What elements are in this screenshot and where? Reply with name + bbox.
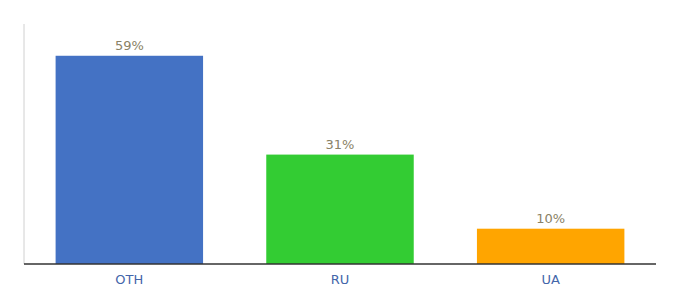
x-tick-label: OTH <box>115 272 143 287</box>
data-labels: 59% 31% 10% <box>115 38 565 226</box>
data-label: 59% <box>115 38 144 53</box>
data-label: 10% <box>536 211 565 226</box>
bar <box>56 56 203 264</box>
x-tick-label: UA <box>541 272 560 287</box>
x-tick-labels: OTH RU UA <box>115 272 560 287</box>
x-axis-line <box>24 263 656 265</box>
data-label: 31% <box>326 137 355 152</box>
chart-container: 59% 31% 10% OTH RU UA <box>0 0 680 300</box>
x-tick-label: RU <box>331 272 350 287</box>
bar <box>266 155 413 264</box>
chart: 59% 31% 10% OTH RU UA <box>0 0 680 300</box>
bars <box>56 56 625 264</box>
bar <box>477 229 624 264</box>
y-axis-line <box>24 24 25 264</box>
